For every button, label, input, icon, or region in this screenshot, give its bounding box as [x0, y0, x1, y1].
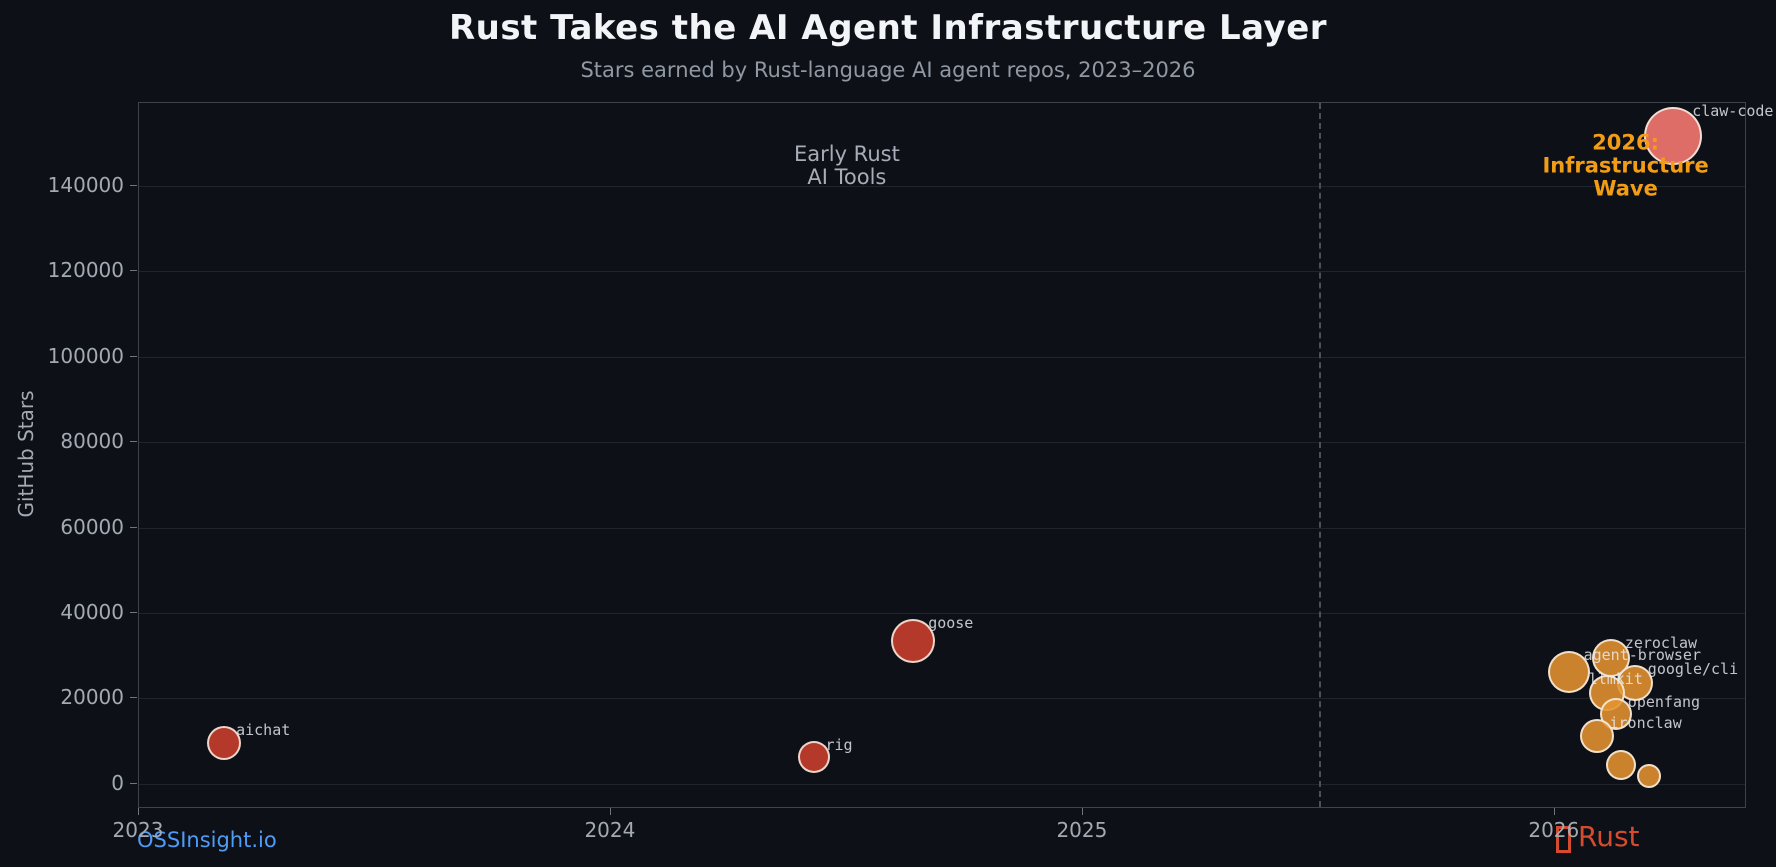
ossinsight-watermark-link[interactable]: OSSInsight.io [137, 828, 277, 852]
bubble-label-agent-browser: agent-browser [1583, 645, 1701, 664]
annotation-wave: 2026: Infrastructure Wave [1542, 130, 1709, 201]
y-axis-tick-label: 40000 [60, 599, 124, 624]
y-axis-tick [130, 184, 137, 186]
y-axis-tick [130, 441, 137, 442]
gridline-y-140000 [139, 185, 1745, 187]
bubble-label-aichat: aichat [236, 721, 291, 740]
bubble-label-goose: goose [928, 613, 974, 632]
chart-title: Rust Takes the AI Agent Infrastructure L… [448, 8, 1328, 48]
era-divider-line [1318, 103, 1321, 807]
crab-emoji-fallback-icon [1556, 826, 1571, 853]
bubble-agent-browser[interactable] [1548, 650, 1590, 693]
gridline-y-60000 [139, 527, 1745, 529]
chart-subtitle: Stars earned by Rust-language AI agent r… [580, 58, 1196, 82]
x-axis-tick-label: 2023 [112, 818, 164, 842]
x-axis-tick-label: 2025 [1056, 818, 1108, 842]
gridline-y-100000 [139, 356, 1745, 358]
bubble-label-ironclaw: ironclaw [1609, 714, 1682, 732]
x-axis-tick-label: 2026 [1528, 818, 1580, 842]
y-axis-tick [130, 526, 137, 528]
y-axis-tick-label: 120000 [47, 258, 124, 282]
annotation-early: Early Rust AI Tools [793, 142, 900, 190]
x-axis-tick [1553, 808, 1555, 815]
bubble-label-llmkit: llmkit [1588, 669, 1643, 688]
x-axis-tick [1081, 808, 1083, 815]
gridline-y-40000 [139, 612, 1745, 614]
x-axis-tick [138, 808, 139, 815]
y-axis-tick-label: 60000 [60, 514, 124, 539]
y-axis-tick-label: 0 [111, 770, 124, 795]
x-axis-tick [609, 808, 611, 815]
bubble-unlabeled[interactable] [1605, 750, 1636, 781]
y-axis-tick [130, 611, 137, 613]
bubble-label-openfang: openfang [1627, 692, 1701, 711]
y-axis-tick [130, 270, 137, 271]
gridline-y-80000 [139, 442, 1745, 443]
y-axis-tick-label: 100000 [47, 343, 124, 368]
rust-brand-label: Rust [1578, 820, 1640, 853]
rust-brand: Rust [1556, 820, 1640, 853]
bubble-label-zeroclaw: zeroclaw [1624, 633, 1698, 652]
y-axis-tick [130, 355, 137, 357]
plot-area: Early Rust AI Tools 2026: Infrastructure Wa… [138, 102, 1773, 808]
bubble-label-rig: rig [825, 736, 853, 754]
gridline-y-20000 [139, 698, 1745, 700]
bubble-label-claw-code: claw-code [1692, 102, 1774, 121]
bubble-ironclaw[interactable] [1580, 719, 1615, 753]
gridline-y-0 [139, 783, 1745, 785]
bubble-label-google-cli: google/cli [1647, 660, 1739, 678]
bubble-claw-code[interactable] [1643, 107, 1702, 166]
y-axis-title: GitHub Stars [14, 390, 38, 518]
y-axis-tick-label: 140000 [47, 172, 124, 197]
gridline-y-120000 [139, 271, 1745, 272]
bubble-aichat[interactable] [206, 726, 241, 761]
y-axis-tick [130, 697, 137, 699]
y-axis-tick-label: 80000 [60, 429, 124, 453]
bubble-goose[interactable] [891, 618, 935, 663]
y-axis-tick-label: 20000 [60, 685, 124, 710]
x-axis-tick-label: 2024 [584, 818, 636, 842]
bubble-unlabeled[interactable] [1637, 763, 1662, 788]
y-axis-tick [130, 782, 137, 784]
bubble-rig[interactable] [797, 741, 830, 773]
